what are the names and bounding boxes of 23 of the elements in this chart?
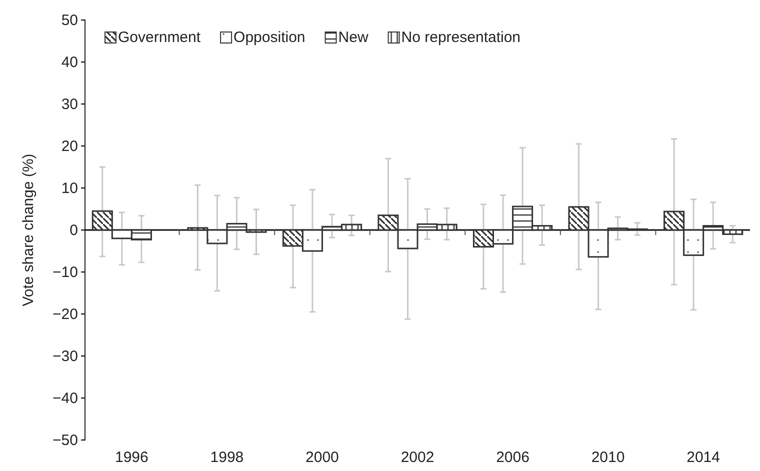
y-tick-label: −50	[52, 432, 78, 449]
y-tick-label: 10	[61, 180, 78, 197]
y-tick-label: 40	[61, 54, 78, 71]
y-tick-label: 30	[61, 96, 78, 113]
legend-label: New	[338, 29, 368, 46]
legend-label: Opposition	[234, 29, 306, 46]
y-tick-label: −30	[52, 348, 78, 365]
legend-label: No representation	[401, 29, 521, 46]
legend-label: Government	[118, 29, 202, 46]
x-tick-label: 1996	[114, 449, 148, 466]
y-tick-label: 0	[70, 222, 78, 239]
y-tick-label: −20	[52, 306, 78, 323]
x-tick-label: 2014	[686, 449, 720, 466]
y-tick-label: −40	[52, 390, 78, 407]
x-tick-label: 1998	[210, 449, 244, 466]
x-tick-label: 2006	[496, 449, 530, 466]
x-tick-label: 2002	[400, 449, 434, 466]
x-tick-label: 2010	[591, 449, 625, 466]
y-axis-title: Vote share change (%)	[20, 154, 37, 306]
x-tick-label: 2000	[306, 449, 339, 466]
y-tick-label: 50	[61, 12, 78, 29]
y-tick-label: 20	[61, 138, 78, 155]
y-tick-label: −10	[52, 264, 78, 281]
